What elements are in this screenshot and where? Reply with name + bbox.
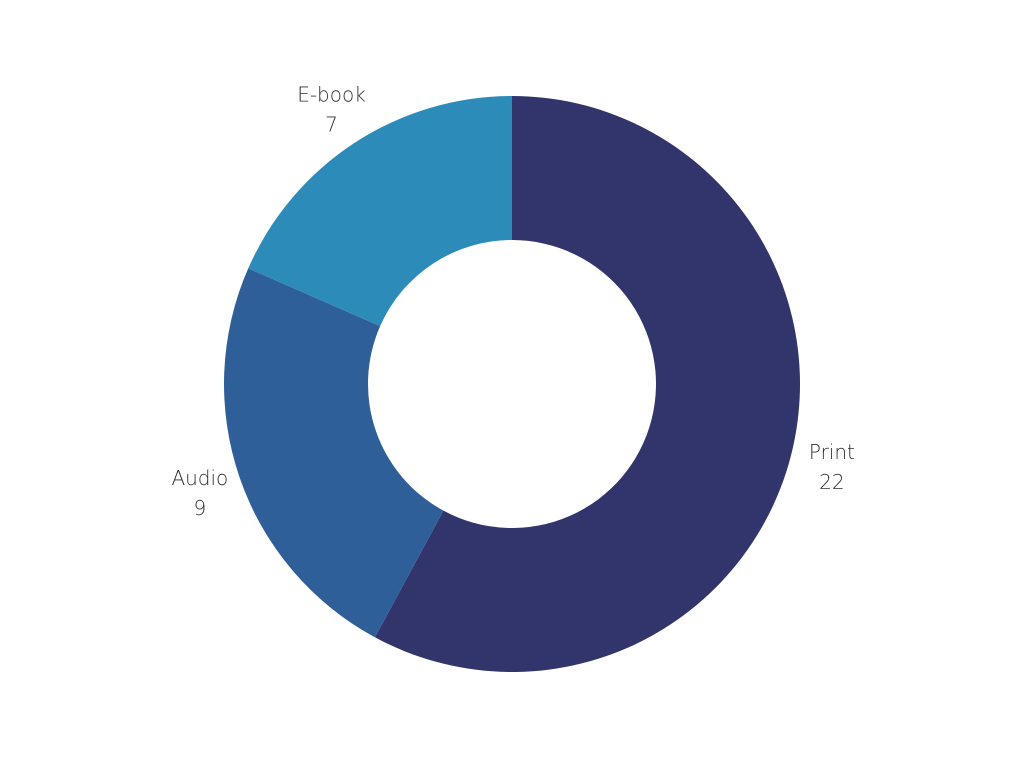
slice-value-audio: 9 [194,496,207,520]
slice-value-e-book: 7 [325,113,338,137]
slice-label-e-book: E-book [297,83,366,107]
donut-slices [223,96,800,672]
donut-labels: Print 22 Audio 9 E-book 7 [171,83,854,520]
slice-label-audio: Audio [171,466,228,490]
slice-print [374,96,800,672]
slice-audio [223,268,444,638]
slice-label-print: Print [809,440,855,464]
slice-value-print: 22 [819,470,844,494]
slice-e-book [248,96,513,327]
